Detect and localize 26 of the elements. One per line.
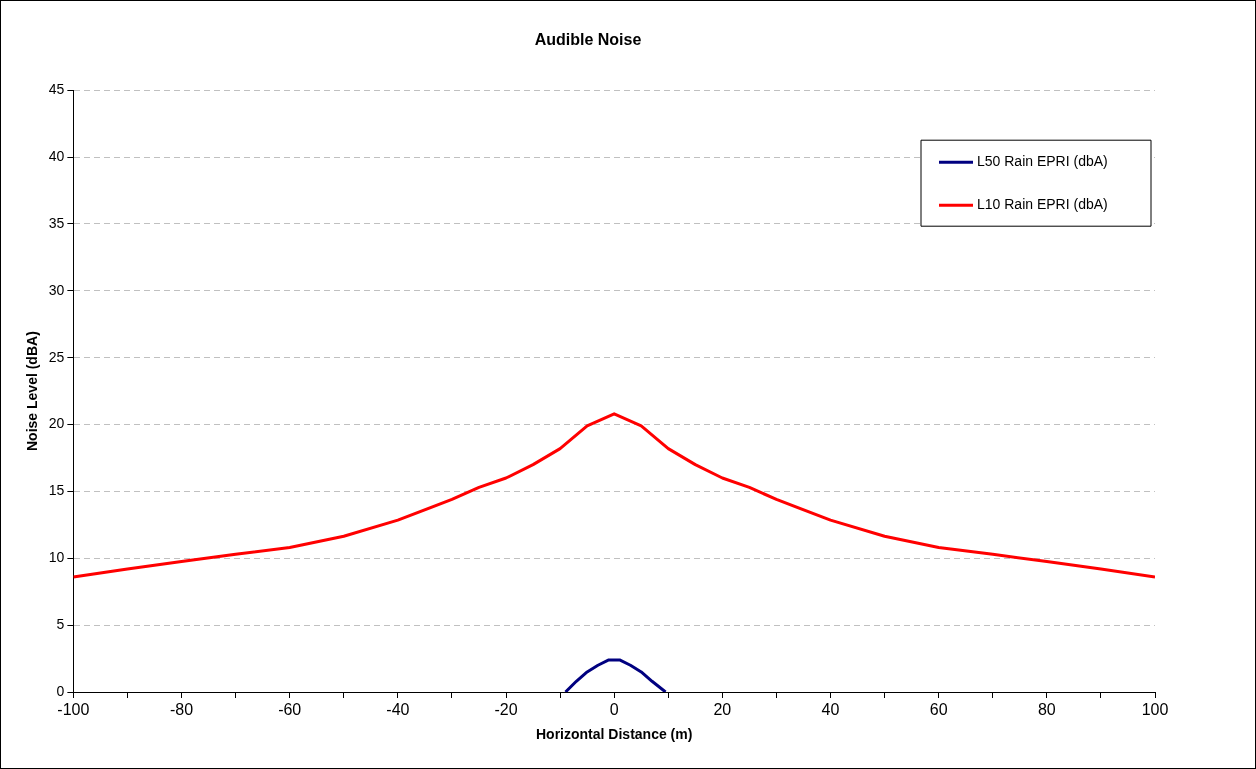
y-axis-title: Noise Level (dBA) [24, 331, 41, 452]
legend-label: L10 Rain EPRI (dbA) [977, 196, 1108, 213]
chart-title: Audible Noise [534, 31, 642, 49]
x-tick-label: 20 [713, 701, 732, 719]
y-tick-label: 25 [48, 348, 65, 365]
x-tick-label: -80 [169, 701, 194, 719]
x-tick-label: 0 [609, 701, 619, 719]
x-tick-label: 80 [1037, 701, 1056, 719]
y-tick-label: 30 [48, 281, 65, 298]
x-axis-title: Horizontal Distance (m) [536, 726, 693, 743]
y-tick-label: 5 [56, 615, 65, 632]
x-tick-label: 100 [1141, 701, 1169, 719]
y-tick-label: 10 [48, 549, 65, 566]
x-tick-label: 60 [929, 701, 948, 719]
x-tick-label: -60 [278, 701, 302, 719]
x-tick-label: -40 [386, 701, 410, 719]
y-tick-label: 40 [48, 147, 65, 164]
y-tick-label: 0 [56, 682, 65, 699]
y-tick-label: 45 [48, 81, 65, 98]
y-tick-label: 35 [48, 214, 65, 231]
x-tick-label: -20 [494, 701, 518, 719]
y-tick-label: 20 [48, 415, 65, 432]
legend-label: L50 Rain EPRI (dbA) [977, 153, 1108, 170]
x-tick-label: 40 [821, 701, 840, 719]
y-tick-label: 15 [48, 482, 65, 499]
x-tick-label: -100 [57, 701, 90, 719]
